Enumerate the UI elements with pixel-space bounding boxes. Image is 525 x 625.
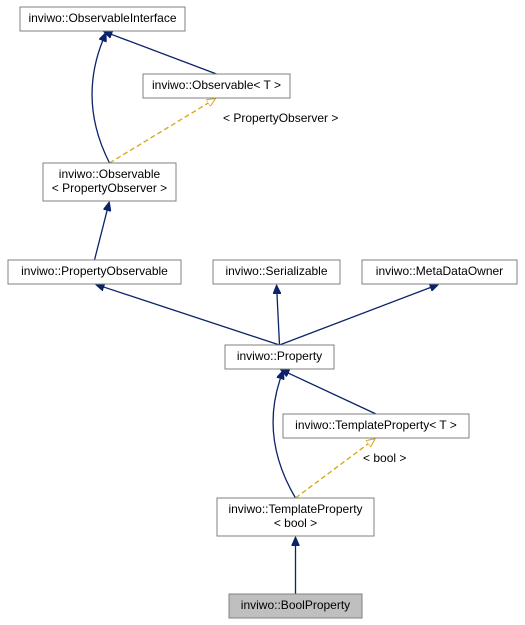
class-node-label: inviwo::TemplateProperty [228, 502, 362, 516]
class-node-label: inviwo::TemplateProperty< T > [295, 418, 457, 432]
class-node[interactable]: inviwo::TemplateProperty< T > [283, 414, 469, 438]
class-node-label: inviwo::BoolProperty [241, 598, 350, 612]
class-node-label: inviwo::ObservableInterface [28, 11, 176, 25]
edge-label: < bool > [363, 451, 406, 465]
edge-label: < PropertyObserver > [223, 111, 338, 125]
class-node[interactable]: inviwo::TemplateProperty< bool > [217, 498, 374, 536]
class-node[interactable]: inviwo::Observable< T > [143, 74, 290, 98]
edge [277, 293, 280, 345]
edge [110, 103, 209, 163]
class-node[interactable]: inviwo::ObservableInterface [20, 7, 185, 31]
class-node-label: inviwo::PropertyObservable [21, 264, 168, 278]
edge [111, 34, 217, 74]
edge [280, 287, 432, 345]
class-node[interactable]: inviwo::Serializable [213, 260, 340, 284]
edge [296, 443, 369, 498]
class-node-label: inviwo::Observable< T > [152, 78, 281, 92]
class-node[interactable]: inviwo::PropertyObservable [8, 260, 181, 284]
class-node[interactable]: inviwo::MetaDataOwner [362, 260, 517, 284]
edge [103, 287, 279, 345]
class-node[interactable]: inviwo::Property [225, 345, 334, 369]
inheritance-diagram: < PropertyObserver > < bool > inviwo::Obs… [0, 0, 525, 625]
class-node-label: inviwo::Serializable [225, 264, 327, 278]
class-node-label: inviwo::Observable [59, 167, 161, 181]
edge [288, 373, 376, 414]
edge [95, 210, 108, 260]
class-node[interactable]: inviwo::BoolProperty [229, 594, 362, 618]
edge [92, 40, 109, 163]
class-node-label: < PropertyObserver > [52, 181, 167, 195]
class-node-label: inviwo::Property [237, 349, 322, 363]
class-node-label: inviwo::MetaDataOwner [376, 264, 503, 278]
class-node[interactable]: inviwo::Observable< PropertyObserver > [43, 163, 176, 201]
class-node-label: < bool > [274, 516, 317, 530]
